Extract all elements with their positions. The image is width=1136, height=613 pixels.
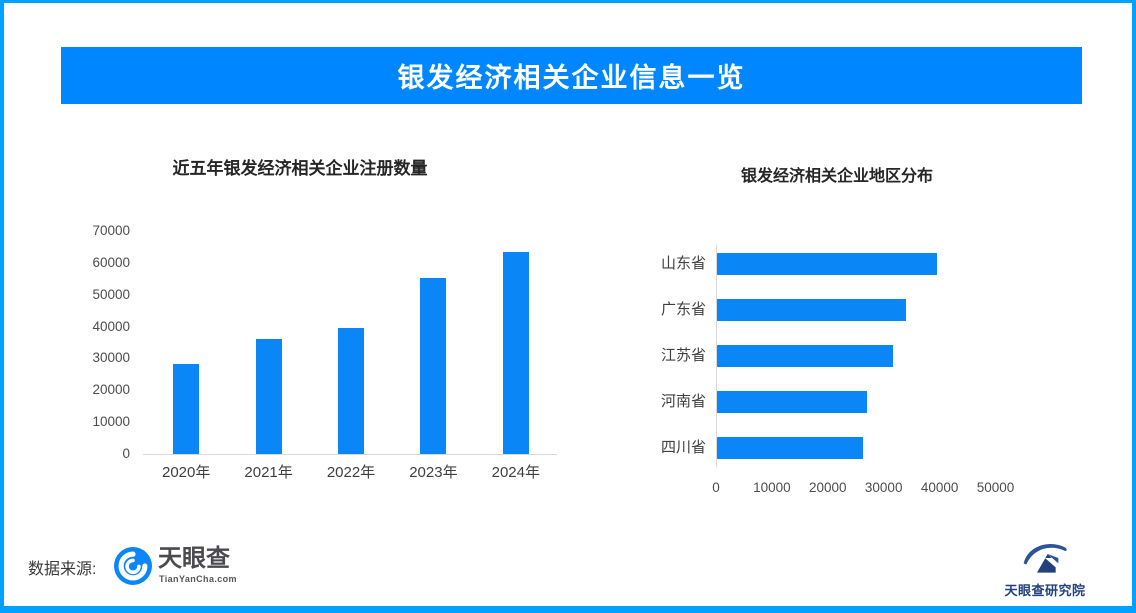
bar-山东省 [717,253,937,275]
y-category-label: 广东省 [660,301,706,318]
x-axis-line [143,454,557,455]
y-category-label: 河南省 [660,393,706,410]
x-axis-tick-label: 30000 [864,480,903,495]
x-axis-tick-label: 40000 [920,480,959,495]
y-axis-tick-label: 60000 [92,254,130,270]
data-source-label: 数据来源: [28,561,97,578]
research-institute-label: 天眼查研究院 [1004,583,1086,598]
y-axis-tick-label: 30000 [92,350,130,366]
page-title: 银发经济相关企业信息一览 [397,63,746,93]
bar-2020年 [173,363,200,454]
y-category-label: 四川省 [660,439,706,456]
y-category-label: 山东省 [660,255,706,272]
bar-2021年 [255,338,282,454]
tianyancha-domain-text: TianYanCha.com [159,574,237,584]
x-axis-tick-label: 50000 [976,480,1015,495]
y-axis-tick-label: 40000 [92,318,130,334]
x-axis-tick-label: 0 [712,480,720,495]
bar-广东省 [717,299,906,321]
x-category-label: 2021年 [244,464,293,481]
x-category-label: 2020年 [162,464,211,481]
left-chart-title: 近五年银发经济相关企业注册数量 [172,159,428,178]
tianyancha-eye-icon [114,547,152,590]
y-axis-tick-label: 70000 [92,223,130,238]
x-axis-tick-label: 10000 [753,480,791,495]
y-axis-tick-label: 50000 [92,286,130,302]
y-axis-tick-label: 0 [122,446,130,461]
bar-四川省 [717,437,863,459]
tianyancha-wordmark: 天眼查 [158,545,230,572]
bar-河南省 [717,391,867,413]
x-category-label: 2023年 [409,464,458,481]
bar-江苏省 [717,345,893,367]
y-axis-tick-label: 10000 [92,414,130,430]
bar-2024年 [502,252,529,454]
page-title-banner: 银发经济相关企业信息一览 [61,47,1082,104]
research-institute-icon [1017,543,1073,582]
research-institute-logo: 天眼查研究院 [995,538,1095,598]
x-axis-tick-label: 20000 [809,480,847,495]
y-axis-line [716,245,717,467]
bar-2023年 [420,277,447,454]
x-category-label: 2022年 [326,464,376,481]
bar-2022年 [338,328,364,454]
tianyancha-logo: 天眼查 TianYanCha.com [114,546,244,590]
x-category-label: 2024年 [491,464,540,481]
right-chart-title: 银发经济相关企业地区分布 [740,168,933,185]
y-category-label: 江苏省 [660,347,706,364]
y-axis-tick-label: 20000 [92,382,130,398]
